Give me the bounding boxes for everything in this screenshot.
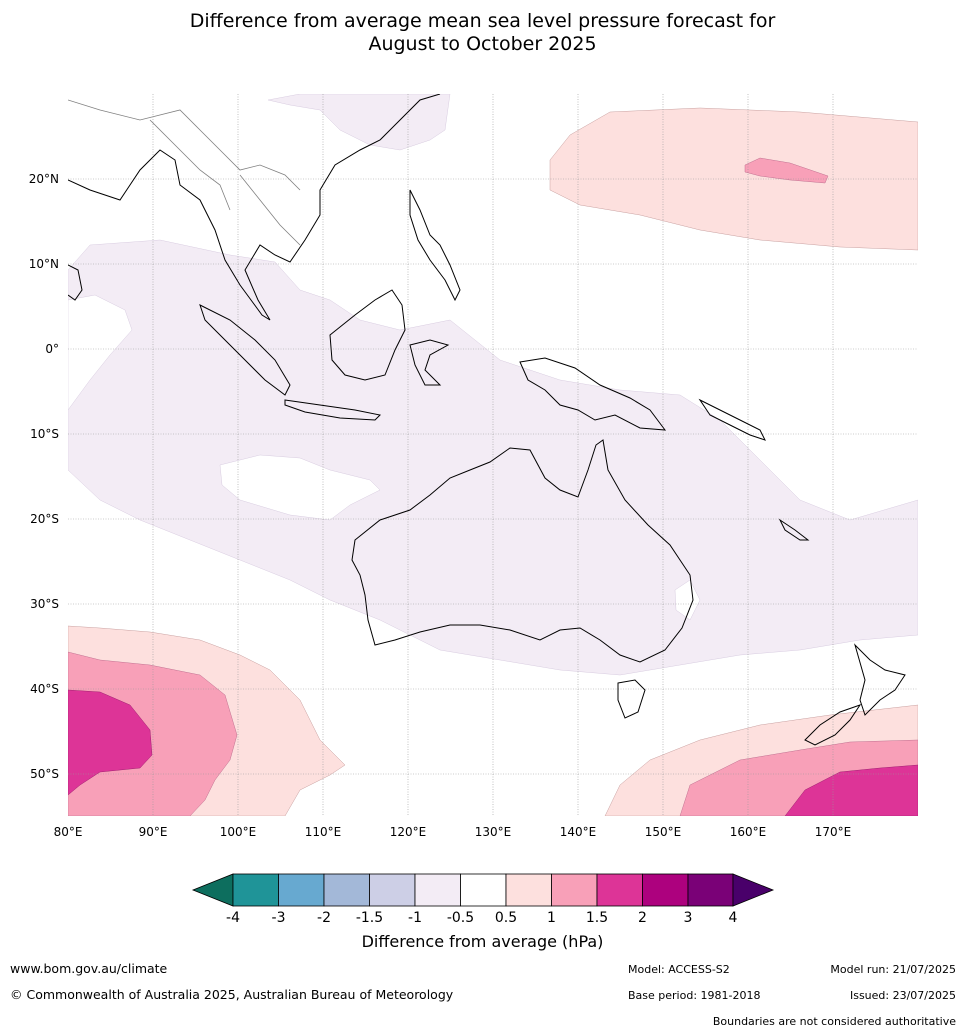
- country-borders: [68, 99, 301, 246]
- contour-hole-wa: [68, 294, 133, 411]
- colorbar-tick: -1.5: [356, 910, 383, 926]
- colorbar-tick: 1.5: [586, 910, 608, 926]
- contour-hole-indian: [219, 454, 381, 521]
- lat-label-20n: 20°N: [29, 172, 59, 186]
- lon-label-160e: 160°E: [730, 825, 767, 839]
- colorbar-tick: 1: [547, 910, 556, 926]
- coast-australia: [351, 439, 694, 663]
- coast-new-guinea: [519, 357, 667, 431]
- colorbar-bin-10: [642, 873, 689, 907]
- coast-sri-lanka: [68, 264, 83, 301]
- lat-label-50s: 50°S: [30, 767, 59, 781]
- lon-label-170e: 170°E: [815, 825, 852, 839]
- colorbar-tick: 2: [638, 910, 647, 926]
- colorbar-bin-6: [460, 873, 507, 907]
- lat-label-20s: 20°S: [30, 512, 59, 526]
- coast-asia-mainland: [68, 94, 441, 321]
- footer-issued: Issued: 23/07/2025: [849, 989, 956, 1002]
- coast-sulawesi: [409, 339, 450, 386]
- contour-pos-1-npac: [744, 157, 829, 184]
- coast-philippines: [409, 189, 461, 302]
- colorbar-high-extend: [732, 873, 775, 907]
- coast-new-caledonia: [778, 518, 810, 541]
- colorbar-bin-2: [278, 873, 325, 907]
- colorbar-tick: -4: [226, 910, 240, 926]
- map-title: Difference from average mean sea level p…: [0, 10, 965, 56]
- footer-model: Model: ACCESS-S2: [628, 963, 730, 976]
- colorbar-bin-11: [687, 873, 734, 907]
- graticule: [68, 94, 918, 816]
- contour-pos-0-5-npac: [549, 107, 918, 251]
- colorbar-tick: 4: [729, 910, 738, 926]
- lon-label-150e: 150°E: [645, 825, 682, 839]
- colorbar-bin-3: [323, 873, 370, 907]
- footer-model-run: Model run: 21/07/2025: [830, 963, 956, 976]
- lat-label-10n: 10°N: [29, 257, 59, 271]
- lat-label-10s: 10°S: [30, 427, 59, 441]
- contour-pos-1-5-se: [784, 764, 918, 816]
- colorbar-bin-4: [369, 873, 416, 907]
- coast-solomon-islands: [698, 398, 766, 441]
- footer-website-link[interactable]: www.bom.gov.au/climate: [10, 961, 168, 976]
- coast-new-zealand-south: [804, 704, 862, 746]
- colorbar-bin-1: [232, 873, 279, 907]
- colorbar-bin-8: [551, 873, 598, 907]
- lat-label-30s: 30°S: [30, 597, 59, 611]
- contour-neg-0-5-north: [267, 94, 451, 151]
- colorbar-tick: -2: [317, 910, 331, 926]
- map-plot-area: [68, 94, 918, 816]
- coast-new-zealand-north: [853, 643, 906, 716]
- colorbar-tick: -0.5: [447, 910, 474, 926]
- colorbar-bin-7: [505, 873, 552, 907]
- colorbar-tick: -1: [408, 910, 422, 926]
- lon-label-110e: 110°E: [305, 825, 342, 839]
- lon-label-140e: 140°E: [560, 825, 597, 839]
- title-line-1: Difference from average mean sea level p…: [189, 10, 776, 32]
- colorbar-tick: 3: [684, 910, 693, 926]
- coast-sumatra: [199, 304, 291, 396]
- title-line-2: August to October 2025: [368, 33, 597, 55]
- colorbar-title: Difference from average (hPa): [361, 932, 604, 951]
- colorbar-bin-5: [414, 873, 461, 907]
- footer-base-period: Base period: 1981-2018: [628, 989, 761, 1002]
- coastlines: [68, 94, 906, 746]
- colorbar-tick: 0.5: [495, 910, 517, 926]
- lat-label-0: 0°: [45, 342, 59, 356]
- lon-label-130e: 130°E: [475, 825, 512, 839]
- colorbar: [191, 873, 775, 907]
- contour-pos-1-sw: [68, 651, 238, 816]
- contour-hole-tasman: [674, 579, 701, 621]
- colorbar-tick-labels: -4 -3 -2 -1.5 -1 -0.5 0.5 1 1.5 2 3 4: [226, 910, 738, 926]
- lon-label-100e: 100°E: [220, 825, 257, 839]
- colorbar-tick: -3: [272, 910, 286, 926]
- lon-label-120e: 120°E: [390, 825, 427, 839]
- contour-pos-1-5-sw: [68, 689, 153, 796]
- lat-label-40s: 40°S: [30, 682, 59, 696]
- coast-tasmania: [617, 679, 646, 719]
- lon-label-80e: 80°E: [54, 825, 83, 839]
- colorbar-bin-9: [596, 873, 643, 907]
- footer-disclaimer: Boundaries are not considered authoritat…: [712, 1015, 956, 1028]
- coast-java: [284, 399, 382, 421]
- colorbar-low-extend: [191, 873, 234, 907]
- lon-label-90e: 90°E: [139, 825, 168, 839]
- longitude-labels: 80°E 90°E 100°E 110°E 120°E 130°E 140°E …: [54, 825, 852, 839]
- footer-copyright: © Commonwealth of Australia 2025, Austra…: [10, 987, 454, 1002]
- latitude-labels: 20°N 10°N 0° 10°S 20°S 30°S 40°S 50°S: [29, 172, 59, 781]
- coast-borneo: [329, 289, 406, 381]
